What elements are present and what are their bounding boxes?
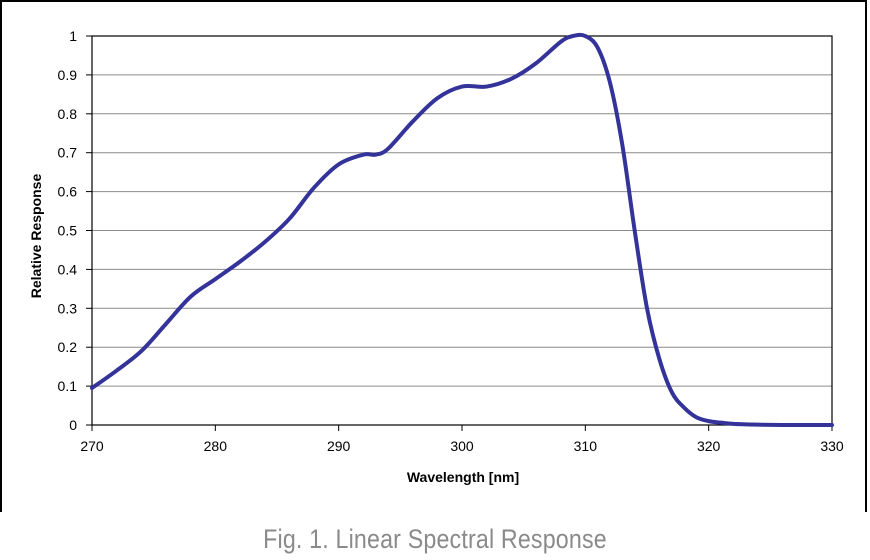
- x-tick-label-4: 310: [574, 438, 598, 454]
- x-tick-label-2: 290: [327, 438, 351, 454]
- y-tick-label-8: 0.8: [58, 106, 78, 122]
- x-tick-label-5: 320: [697, 438, 721, 454]
- y-axis-title: Relative Response: [28, 174, 44, 299]
- y-tick-label-7: 0.7: [58, 145, 78, 161]
- y-axis-ticks: 0 0.1 0.2 0.3 0.4 0.5 0.6 0.7 0.8 0.9 1: [58, 28, 92, 433]
- x-tick-label-6: 330: [820, 438, 844, 454]
- x-tick-label-1: 280: [204, 438, 228, 454]
- x-axis-ticks: 270 280 290 300 310 320 330: [80, 425, 844, 454]
- y-tick-label-0: 0: [69, 417, 77, 433]
- x-tick-label-3: 300: [450, 438, 474, 454]
- y-tick-label-9: 0.9: [58, 67, 78, 83]
- y-tick-label-10: 1: [69, 28, 77, 44]
- x-tick-label-0: 270: [80, 438, 104, 454]
- gridlines: [92, 74, 832, 387]
- y-tick-label-3: 0.3: [58, 300, 78, 316]
- y-tick-label-4: 0.4: [58, 261, 78, 277]
- x-axis-title: Wavelength [nm]: [407, 469, 519, 485]
- y-tick-label-5: 0.5: [58, 223, 78, 239]
- y-tick-label-1: 0.1: [58, 378, 78, 394]
- figure-caption: Fig. 1. Linear Spectral Response: [263, 524, 607, 554]
- y-tick-label-6: 0.6: [58, 184, 78, 200]
- series-line-relative-response: [90, 32, 834, 428]
- y-tick-label-2: 0.2: [58, 339, 78, 355]
